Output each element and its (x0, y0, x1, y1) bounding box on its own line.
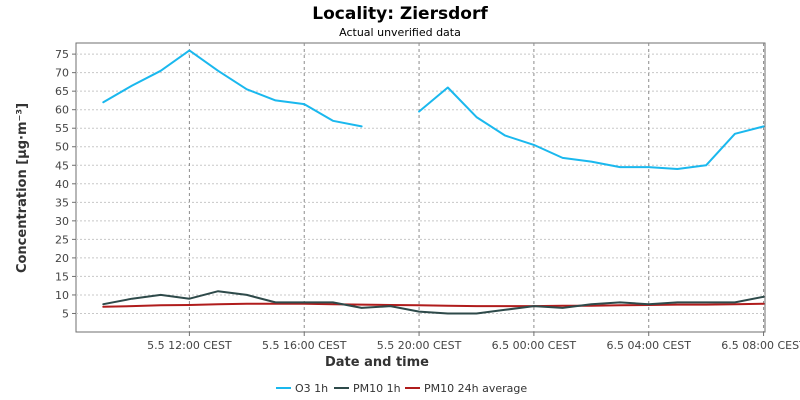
x-tick-label: 6.5 00:00 CEST (492, 339, 577, 352)
y-gridlines (76, 53, 765, 314)
chart-title: Locality: Ziersdorf (312, 4, 488, 24)
series-line-pm10-24h-average (102, 302, 765, 308)
legend-label-pm10-24h-average: PM10 24h average (424, 382, 527, 395)
x-tick-label: 5.5 20:00 CEST (377, 339, 462, 352)
y-tick-label: 50 (55, 141, 69, 154)
x-tick-label: 6.5 04:00 CEST (606, 339, 691, 352)
series-line-o3-1h (418, 86, 765, 170)
y-tick-label: 70 (55, 67, 69, 80)
x-tick-label: 5.5 12:00 CEST (147, 339, 232, 352)
y-tick-label: 65 (55, 85, 69, 98)
x-gridlines (188, 43, 765, 332)
plot-area (75, 42, 766, 333)
y-axis: 5 10 15 20 25 30 35 40 45 50 55 60 65 70 75 (55, 48, 76, 320)
x-tick-label: 5.5 16:00 CEST (262, 339, 347, 352)
y-tick-label: 40 (55, 178, 69, 191)
series-group (102, 49, 765, 315)
legend: O3 1h PM10 1h PM10 24h average (276, 382, 527, 395)
legend-label-o3-1h: O3 1h (295, 382, 328, 395)
x-tick-label: 6.5 08:00 CEST (721, 339, 800, 352)
chart-subtitle: Actual unverified data (339, 26, 461, 39)
y-tick-label: 55 (55, 122, 69, 135)
y-axis-title: Concentration [µg·m⁻³] (15, 103, 30, 273)
y-tick-label: 35 (55, 196, 69, 209)
y-tick-label: 30 (55, 215, 69, 228)
y-tick-label: 45 (55, 159, 69, 172)
y-tick-label: 5 (62, 307, 69, 320)
x-axis: 5.5 12:00 CEST 5.5 16:00 CEST 5.5 20:00 CE… (147, 332, 800, 352)
y-tick-label: 60 (55, 104, 69, 117)
series-line-o3-1h (102, 49, 363, 128)
y-tick-label: 15 (55, 270, 69, 283)
y-tick-label: 75 (55, 48, 69, 61)
series-line-pm10-1h (102, 290, 765, 315)
y-tick-label: 10 (55, 289, 69, 302)
y-tick-label: 20 (55, 252, 69, 265)
legend-label-pm10-1h: PM10 1h (353, 382, 401, 395)
x-axis-title: Date and time (325, 355, 429, 370)
y-tick-label: 25 (55, 233, 69, 246)
